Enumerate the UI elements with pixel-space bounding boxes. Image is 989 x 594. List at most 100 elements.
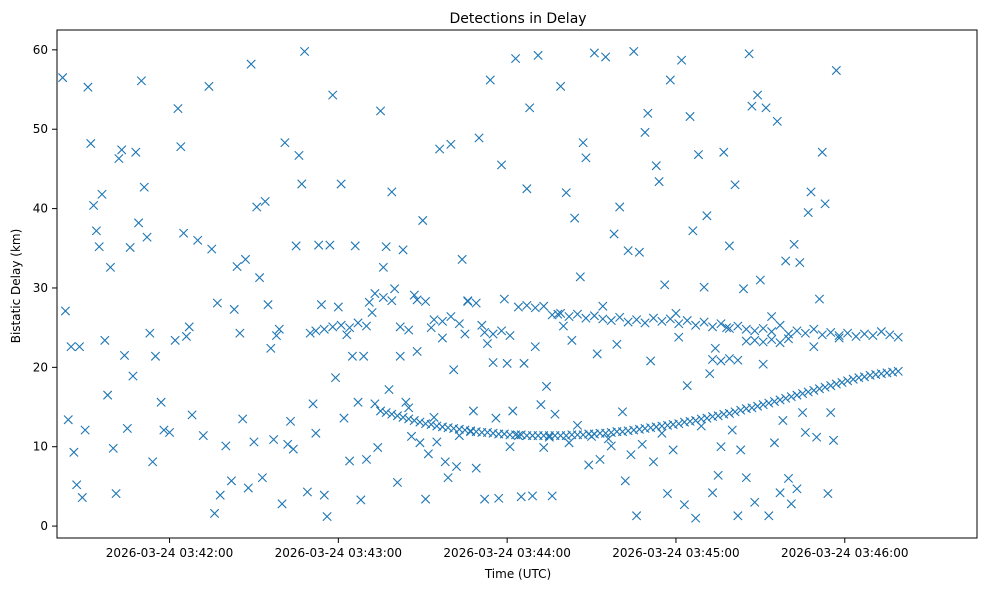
scatter-point-2-scattered-detections-110: [390, 284, 400, 294]
scatter-point-1-track-upper-band-67: [876, 327, 886, 337]
scatter-point-0-track-lower-curve-78: [814, 384, 825, 394]
scatter-point-2-scattered-detections-216: [688, 226, 698, 236]
scatter-point-2-scattered-detections-159: [527, 491, 538, 501]
scatter-point-2-scattered-detections-142: [480, 494, 490, 504]
scatter-point-2-scattered-detections-9: [83, 82, 93, 92]
scatter-point-2-scattered-detections-266: [828, 435, 839, 445]
scatter-point-1-track-upper-band-10: [395, 322, 405, 332]
scatter-point-2-scattered-detections-124: [429, 412, 439, 422]
scatter-point-1-track-upper-band-54: [767, 327, 777, 337]
scatter-point-1-track-upper-band-17: [454, 319, 464, 329]
scatter-point-1-track-upper-band-9: [387, 296, 397, 306]
scatter-point-2-scattered-detections-55: [235, 328, 245, 338]
scatter-point-2-scattered-detections-155: [516, 492, 526, 502]
scatter-point-2-scattered-detections-66: [266, 343, 276, 353]
scatter-point-0-track-lower-curve-74: [792, 390, 802, 400]
scatter-point-2-scattered-detections-5: [72, 480, 82, 490]
scatter-point-1-track-upper-band-7: [370, 288, 380, 299]
scatter-point-0-track-lower-curve-5: [404, 414, 414, 424]
scatter-point-2-scattered-detections-176: [575, 272, 585, 282]
scatter-point-2-scattered-detections-15: [100, 335, 110, 345]
scatter-point-2-scattered-detections-56: [238, 414, 248, 424]
scatter-point-2-scattered-detections-137: [465, 427, 476, 437]
scatter-point-1-track-upper-band-29: [556, 308, 566, 318]
scatter-point-2-scattered-detections-254: [795, 257, 805, 268]
scatter-point-2-scattered-detections-220: [699, 282, 709, 292]
scatter-point-1-track-upper-band-71: [716, 356, 726, 366]
scatter-point-2-scattered-detections-132: [451, 461, 462, 472]
scatter-point-2-scattered-detections-210: [671, 308, 681, 318]
scatter-point-0-track-lower-curve-60: [713, 411, 723, 421]
scatter-point-2-scattered-detections-67: [269, 434, 279, 445]
scatter-point-1-track-upper-band-63: [842, 328, 853, 338]
x-tick-label-3: 2026-03-24 03:45:00: [612, 546, 739, 560]
scatter-point-2-scattered-detections-263: [820, 199, 830, 209]
scatter-point-0-track-lower-curve-69: [764, 398, 774, 408]
scatter-point-2-scattered-detections-211: [674, 332, 684, 342]
scatter-point-0-track-lower-curve-0: [375, 406, 386, 416]
scatter-point-2-scattered-detections-147: [494, 493, 504, 503]
scatter-point-2-scattered-detections-241: [758, 359, 768, 369]
scatter-point-1-track-upper-band-58: [800, 328, 810, 338]
scatter-point-2-scattered-detections-199: [640, 127, 650, 137]
scatter-point-1-track-upper-band-31: [572, 309, 583, 319]
scatter-point-0-track-lower-curve-92: [893, 366, 903, 376]
scatter-point-1-track-upper-band-34: [598, 314, 608, 324]
scatter-point-2-scattered-detections-186: [603, 434, 614, 444]
scatter-point-2-scattered-detections-136: [463, 296, 473, 306]
scatter-point-2-scattered-detections-153: [511, 53, 521, 64]
y-tick-label-0: 0: [40, 519, 48, 533]
scatter-point-2-scattered-detections-206: [660, 280, 670, 290]
scatter-point-0-track-lower-curve-81: [831, 379, 841, 389]
scatter-point-2-scattered-detections-90: [333, 302, 343, 312]
scatter-point-2-scattered-detections-127: [437, 333, 448, 343]
scatter-point-2-scattered-detections-174: [570, 213, 580, 223]
scatter-point-2-scattered-detections-154: [513, 431, 523, 441]
scatter-point-2-scattered-detections-64: [260, 196, 270, 207]
scatter-point-2-scattered-detections-212: [676, 55, 687, 65]
scatter-point-1-track-upper-band-3: [336, 320, 346, 330]
scatter-point-2-scattered-detections-166: [547, 491, 557, 501]
scatter-point-1-track-upper-band-11: [404, 325, 414, 335]
scatter-point-2-scattered-detections-68: [271, 331, 282, 341]
scatter-point-2-scattered-detections-96: [350, 241, 360, 251]
scatter-point-2-scattered-detections-168: [553, 309, 563, 319]
scatter-point-1-track-upper-band-68: [885, 330, 895, 340]
scatter-point-2-scattered-detections-223: [707, 488, 718, 498]
scatter-point-2-scattered-detections-74: [288, 444, 298, 454]
scatter-point-2-scattered-detections-175: [572, 420, 583, 430]
scatter-point-2-scattered-detections-2: [63, 415, 73, 425]
scatter-point-1-track-upper-band-78: [775, 338, 785, 348]
scatter-point-2-scattered-detections-264: [823, 488, 833, 499]
scatter-point-2-scattered-detections-172: [564, 438, 574, 448]
scatter-point-2-scattered-detections-193: [623, 246, 633, 256]
scatter-point-0-track-lower-curve-73: [786, 392, 796, 402]
scatter-point-2-scattered-detections-190: [615, 202, 625, 212]
scatter-point-2-scattered-detections-135: [460, 329, 470, 339]
scatter-point-2-scattered-detections-143: [482, 338, 493, 349]
scatter-point-2-scattered-detections-104: [373, 442, 383, 453]
scatter-point-1-track-upper-band-23: [505, 331, 515, 341]
scatter-point-2-scattered-detections-1: [60, 306, 71, 316]
scatter-point-2-scattered-detections-91: [336, 179, 346, 189]
scatter-point-1-track-upper-band-25: [522, 300, 532, 311]
scatter-point-2-scattered-detections-118: [412, 346, 422, 357]
scatter-point-0-track-lower-curve-3: [392, 411, 403, 421]
scatter-point-0-track-lower-curve-53: [674, 419, 684, 429]
scatter-point-2-scattered-detections-229: [724, 241, 735, 251]
scatter-point-2-scattered-detections-99: [359, 351, 369, 361]
y-tick-label-5: 50: [33, 122, 48, 136]
scatter-point-2-scattered-detections-133: [454, 431, 464, 441]
scatter-point-2-scattered-detections-243: [764, 511, 774, 521]
scatter-point-2-scattered-detections-156: [519, 358, 529, 368]
scatter-point-2-scattered-detections-17: [105, 262, 116, 272]
scatter-point-2-scattered-detections-40: [179, 228, 189, 238]
scatter-point-2-scattered-detections-28: [136, 76, 146, 86]
y-tick-label-3: 30: [33, 281, 48, 295]
scatter-point-2-scattered-detections-25: [128, 371, 138, 381]
scatter-point-2-scattered-detections-196: [631, 511, 642, 521]
scatter-point-2-scattered-detections-44: [193, 235, 203, 245]
scatter-point-2-scattered-detections-236: [744, 49, 754, 59]
scatter-point-2-scattered-detections-262: [817, 147, 827, 157]
scatter-point-2-scattered-detections-188: [609, 229, 619, 239]
